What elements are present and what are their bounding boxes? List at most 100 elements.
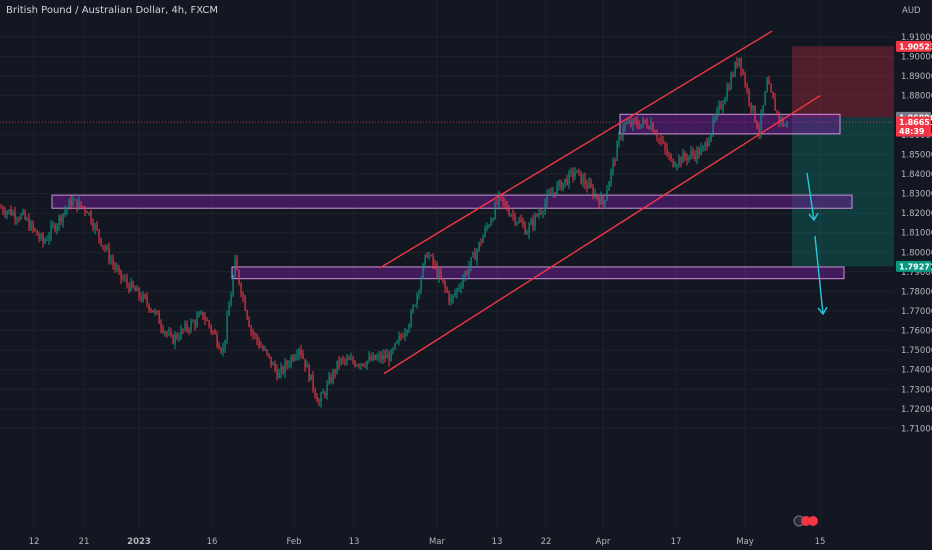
candle-body	[512, 214, 514, 216]
candle-body	[620, 136, 622, 138]
resistance-zone-upper[interactable]	[619, 113, 841, 135]
support-zone-lower[interactable]	[231, 266, 845, 280]
candle-body	[714, 117, 716, 120]
channel-lower-line[interactable]	[383, 95, 821, 375]
candle-body	[244, 296, 246, 311]
candle-body	[140, 296, 142, 301]
candle-body	[0, 207, 2, 209]
candle-body	[84, 207, 86, 212]
projection-arrow-line[interactable]	[814, 235, 824, 315]
candle-body	[570, 170, 572, 172]
candle-body	[354, 362, 356, 366]
zones[interactable]	[51, 113, 853, 280]
candle-body	[14, 212, 16, 220]
candle-body	[278, 373, 280, 379]
time-tick-label: 22	[541, 537, 552, 547]
candle-body	[30, 222, 32, 230]
candle-body	[476, 250, 478, 260]
candle-body	[4, 211, 6, 215]
candle-body	[480, 242, 482, 244]
candle-body	[88, 212, 90, 214]
candle-body	[186, 323, 188, 330]
candle-body	[28, 218, 30, 230]
candle-body	[20, 214, 22, 220]
candle-body	[422, 264, 424, 279]
candle-body	[744, 73, 746, 86]
candle-body	[10, 209, 12, 216]
candle-body	[54, 224, 56, 231]
candle-body	[598, 198, 600, 205]
candle-body	[200, 311, 202, 314]
candle-body	[656, 134, 658, 139]
candle-body	[362, 363, 364, 366]
candle-body	[516, 222, 518, 224]
candle-body	[588, 182, 590, 189]
price-axis-bg	[894, 0, 932, 550]
candle-body	[456, 288, 458, 294]
candle-body	[82, 206, 84, 208]
candle-body	[592, 187, 594, 197]
stop-loss-tag	[896, 40, 931, 52]
candle-body	[572, 170, 574, 177]
time-axis-ticks: 12 21 2023 16 Feb 13 Mar 13 22 Apr 17 May 15	[29, 537, 826, 547]
channel-upper-line[interactable]	[379, 30, 773, 269]
candle-body	[40, 234, 42, 239]
candle-body	[784, 125, 786, 127]
candle-body	[638, 125, 640, 129]
candle-body	[568, 171, 570, 185]
candle-body	[454, 293, 456, 296]
candle-body	[544, 203, 546, 212]
candle-body	[322, 392, 324, 394]
candle-body	[692, 151, 694, 155]
candle-body	[184, 323, 186, 330]
candle-body	[644, 119, 646, 123]
support-zone-middle[interactable]	[51, 194, 853, 209]
candle-body	[636, 121, 638, 126]
time-tick-label: 13	[492, 537, 503, 547]
price-tick-label: 1.81000	[901, 229, 932, 239]
candle-body	[358, 364, 360, 366]
price-tick-label: 1.84000	[901, 170, 932, 180]
stop-loss-area[interactable]	[792, 46, 894, 118]
candle-body	[726, 87, 728, 99]
candle-body	[46, 239, 48, 241]
candle-body	[764, 91, 766, 106]
candle-body	[702, 146, 704, 148]
candle-body	[236, 258, 238, 271]
projection-arrow-head	[817, 306, 828, 316]
candle-body	[164, 332, 166, 334]
candle-body	[532, 220, 534, 227]
candle-body	[612, 160, 614, 170]
candle-body	[750, 102, 752, 110]
candle-body	[22, 211, 24, 215]
candle-body	[312, 374, 314, 390]
candle-body	[426, 254, 428, 258]
candle-body	[782, 118, 784, 126]
position-tool[interactable]	[0, 46, 894, 267]
candle-body	[402, 336, 404, 338]
candle-body	[406, 330, 408, 333]
price-tick-label: 1.74000	[901, 366, 932, 376]
candle-body	[536, 214, 538, 216]
projection-arrow-line[interactable]	[806, 172, 815, 221]
candle-body	[652, 122, 654, 132]
candle-body	[270, 356, 272, 366]
time-tick-label: 13	[349, 537, 360, 547]
candle-body	[720, 104, 722, 109]
candle-body	[484, 228, 486, 237]
channel-lines[interactable]	[379, 30, 821, 375]
price-tick-label: 1.77000	[901, 307, 932, 317]
candle-body	[664, 142, 666, 149]
candle-body	[342, 358, 344, 360]
projection-arrows[interactable]	[806, 172, 828, 316]
take-profit-area[interactable]	[792, 117, 894, 267]
candle-body	[126, 278, 128, 285]
candle-body	[730, 74, 732, 90]
candle-body	[546, 194, 548, 204]
candle-body	[602, 196, 604, 204]
price-tick-label: 1.72000	[901, 405, 932, 415]
candle-body	[250, 326, 252, 332]
candle-body	[48, 236, 50, 240]
candle-body	[540, 213, 542, 215]
